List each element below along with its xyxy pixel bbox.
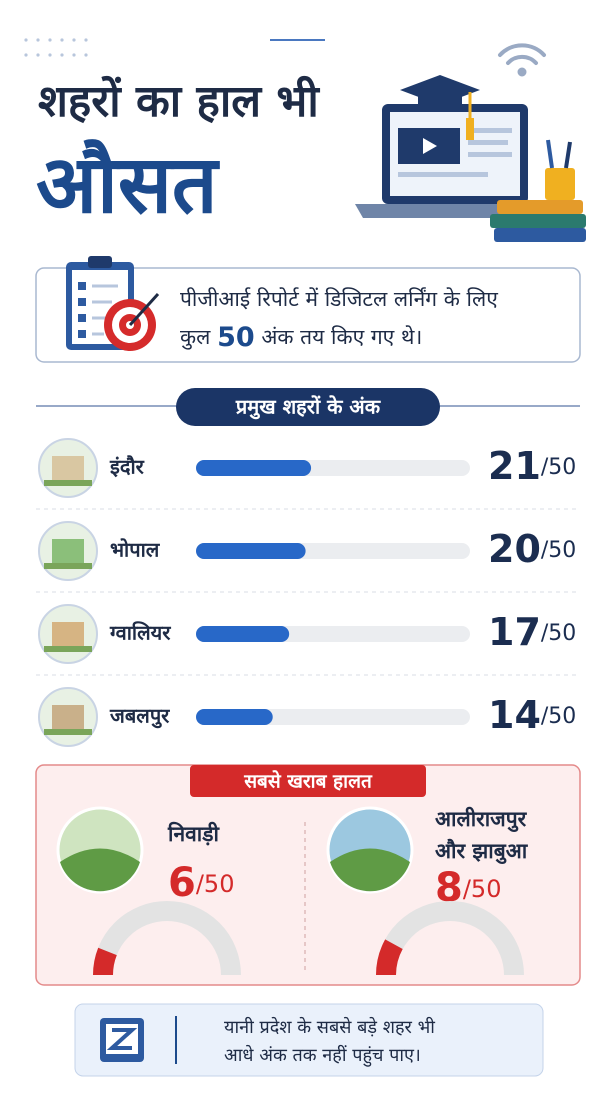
city-icon-ground bbox=[44, 729, 92, 735]
score-value: 17 bbox=[488, 610, 541, 654]
title-line-2: औसत bbox=[36, 138, 220, 231]
city-score: 17/50 bbox=[488, 610, 576, 654]
bar bbox=[196, 709, 273, 725]
place-icon-land bbox=[330, 848, 410, 892]
place-name: और झाबुआ bbox=[435, 838, 529, 865]
place-name: निवाड़ी bbox=[167, 821, 220, 846]
city-name: जबलपुर bbox=[109, 704, 170, 729]
city-icon-building bbox=[52, 539, 84, 563]
score-value: 21 bbox=[488, 444, 541, 488]
gauge-track bbox=[93, 901, 241, 976]
score-max: /50 bbox=[541, 455, 576, 480]
section-title: प्रमुख शहरों के अंक bbox=[235, 395, 382, 420]
clipboard-icon bbox=[66, 256, 160, 351]
city-score: 21/50 bbox=[488, 444, 576, 488]
worst-pill bbox=[190, 765, 426, 797]
info-total: 50 bbox=[217, 322, 255, 353]
score-max: /50 bbox=[463, 875, 502, 903]
city-list: इंदौर 21/50 भोपाल 20/50 ग्वालियर 17/50 जबलपुर 1… bbox=[36, 438, 580, 747]
city-name: ग्वालियर bbox=[109, 621, 171, 645]
bar bbox=[196, 460, 312, 476]
place-score: 6/50 bbox=[168, 860, 234, 906]
bar bbox=[196, 626, 290, 642]
laptop-illustration bbox=[355, 75, 586, 242]
gauge-value bbox=[376, 939, 403, 976]
city-name: भोपाल bbox=[110, 538, 161, 562]
city-icon-building bbox=[52, 622, 84, 646]
info-text-after: अंक तय किए गए थे। bbox=[261, 325, 422, 349]
city-score: 20/50 bbox=[488, 527, 576, 571]
place-name: आलीराजपुर bbox=[435, 806, 528, 833]
city-icon-ground bbox=[44, 480, 92, 486]
score-value: 6 bbox=[168, 860, 196, 906]
book-icon bbox=[100, 1018, 144, 1062]
score-max: /50 bbox=[541, 704, 576, 729]
footer-line-2: आधे अंक तक नहीं पहुंच पाए। bbox=[224, 1044, 421, 1067]
info-box bbox=[35, 267, 581, 363]
footer-line-1: यानी प्रदेश के सबसे बड़े शहर भी bbox=[224, 1016, 435, 1038]
place-icon-land bbox=[60, 848, 140, 892]
city-icon-ground bbox=[44, 563, 92, 569]
score-max: /50 bbox=[541, 538, 576, 563]
city-name: इंदौर bbox=[109, 455, 145, 479]
title-line-1: शहरों का हाल भी bbox=[38, 75, 320, 127]
bar bbox=[196, 543, 306, 559]
dot-pattern bbox=[24, 38, 88, 57]
score-value: 20 bbox=[488, 527, 541, 571]
worst-title: सबसे खराब हालत bbox=[243, 770, 373, 793]
wifi-icon bbox=[498, 43, 546, 77]
city-icon-building bbox=[52, 456, 84, 480]
info-text-before: कुल bbox=[180, 325, 211, 350]
score-max: /50 bbox=[196, 870, 235, 898]
info-text-line-2: कुल 50 अंक तय किए गए थे। bbox=[180, 322, 422, 353]
section-pill bbox=[176, 388, 440, 426]
footer-box bbox=[74, 1003, 544, 1077]
score-value: 14 bbox=[488, 693, 541, 737]
info-text-line-1: पीजीआई रिपोर्ट में डिजिटल लर्निंग के लिए bbox=[180, 287, 498, 311]
city-icon-building bbox=[52, 705, 84, 729]
city-icon-ground bbox=[44, 646, 92, 652]
score-max: /50 bbox=[541, 621, 576, 646]
city-score: 14/50 bbox=[488, 693, 576, 737]
gauge-value bbox=[93, 947, 117, 976]
